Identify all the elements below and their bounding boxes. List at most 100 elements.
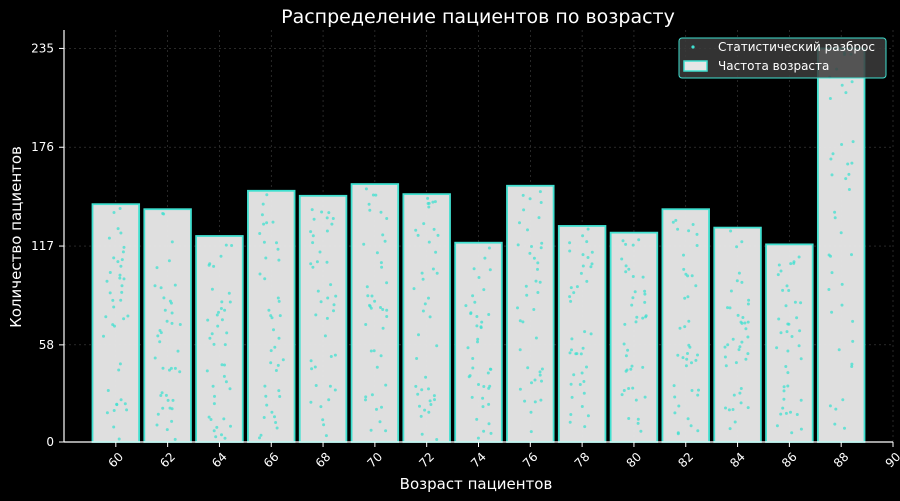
scatter-point (624, 242, 628, 246)
legend: Статистический разброс Частота возраста (678, 37, 887, 79)
scatter-point (787, 322, 791, 326)
scatter-point (115, 403, 119, 407)
scatter-point (469, 311, 473, 315)
scatter-point (260, 213, 264, 217)
scatter-point (827, 288, 831, 291)
scatter-point (621, 239, 625, 243)
scatter-point (112, 305, 116, 309)
scatter-point (740, 240, 744, 244)
scatter-point (690, 274, 694, 278)
scatter-point (432, 227, 436, 231)
scatter-point (844, 91, 848, 95)
scatter-point (159, 394, 163, 397)
scatter-point (122, 245, 126, 249)
scatter-point (489, 367, 493, 371)
scatter-point (795, 316, 799, 320)
scatter-point (167, 259, 171, 263)
scatter-point (786, 349, 790, 353)
scatter-point (681, 356, 685, 360)
scatter-point (332, 309, 335, 313)
scatter-point (782, 389, 786, 393)
bar (402, 193, 451, 443)
scatter-point (420, 271, 424, 275)
scatter-point (830, 271, 834, 275)
scatter-point (689, 424, 693, 428)
scatter-point (216, 324, 220, 328)
scatter-point (828, 97, 832, 100)
scatter-point (219, 254, 223, 258)
scatter-point (162, 212, 166, 216)
scatter-point (844, 177, 848, 181)
scatter-point (224, 380, 228, 384)
scatter-point (471, 366, 475, 370)
scatter-point (586, 227, 590, 231)
scatter-point (737, 271, 741, 275)
scatter-point (624, 270, 628, 274)
scatter-point (528, 197, 532, 201)
scatter-point (381, 233, 385, 237)
scatter-point (211, 384, 215, 388)
scatter-point (276, 296, 280, 300)
scatter-point (736, 313, 740, 317)
bar (816, 47, 866, 443)
scatter-point (126, 314, 130, 318)
scatter-point (370, 294, 374, 298)
scatter-point (219, 307, 223, 310)
scatter-point (265, 221, 269, 225)
scatter-point (327, 398, 331, 402)
scatter-point (121, 250, 125, 254)
scatter-point (155, 266, 159, 270)
scatter-point (112, 256, 116, 260)
scatter-point (850, 80, 854, 84)
scatter-point (118, 276, 122, 280)
scatter-point (572, 373, 576, 377)
scatter-point (578, 383, 582, 386)
scatter-point (367, 202, 371, 206)
scatter-point (433, 398, 436, 402)
scatter-point (325, 316, 329, 320)
scatter-point (166, 398, 170, 402)
scatter-point (314, 384, 318, 387)
scatter-point (589, 265, 593, 269)
scatter-point (420, 432, 424, 436)
scatter-point (521, 193, 525, 197)
scatter-point (533, 400, 537, 404)
scatter-point (364, 395, 368, 399)
scatter-point (208, 262, 212, 266)
scatter-point (217, 310, 220, 314)
scatter-point (366, 294, 370, 298)
scatter-point (482, 429, 486, 433)
scatter-point (278, 314, 282, 318)
scatter-point (378, 420, 382, 424)
scatter-point (581, 346, 585, 350)
y-tick-label: 58 (39, 338, 54, 352)
scatter-point (586, 414, 590, 418)
legend-box (678, 37, 887, 79)
scatter-point (263, 277, 267, 281)
scatter-point (581, 253, 585, 257)
scatter-point (784, 304, 788, 308)
scatter-point (726, 343, 730, 347)
scatter-point (539, 398, 543, 402)
scatter-point (220, 318, 224, 322)
scatter-point (729, 229, 733, 233)
scatter-point (786, 384, 790, 388)
scatter-point (839, 231, 843, 235)
scatter-point (435, 344, 439, 348)
scatter-point (850, 161, 854, 165)
scatter-point (789, 262, 793, 266)
scatter-point (171, 398, 175, 402)
scatter-point (385, 281, 389, 285)
scatter-point (435, 438, 439, 441)
scatter-point (583, 330, 587, 334)
scatter-point (163, 308, 167, 312)
scatter-point (538, 280, 542, 284)
scatter-point (685, 357, 689, 361)
scatter-point (631, 296, 635, 300)
bar (557, 225, 607, 443)
scatter-point (639, 429, 643, 433)
scatter-point (486, 371, 490, 375)
y-axis-label: Количество пациентов (7, 146, 25, 328)
scatter-point (569, 382, 573, 386)
scatter-point (570, 337, 574, 341)
